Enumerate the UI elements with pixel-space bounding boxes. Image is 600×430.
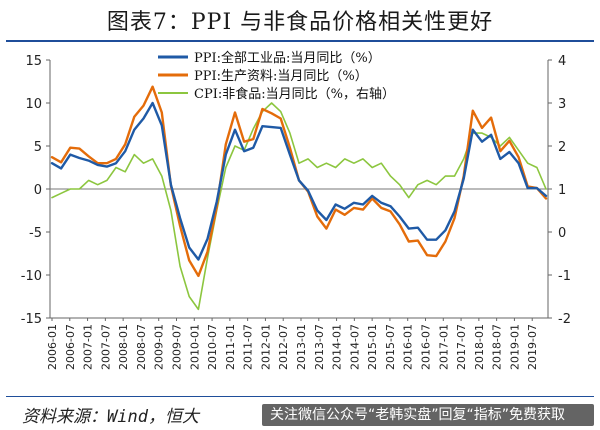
left-tick-label: 15 xyxy=(25,54,42,69)
series-layer xyxy=(50,85,548,311)
right-tick-label: 4 xyxy=(558,54,566,69)
legend-label-ppi-all: PPI:全部工业品:当月同比（%） xyxy=(194,50,381,66)
watermark-banner: 关注微信公众号“老韩实盘”回复“指标”免费获取 xyxy=(262,404,594,426)
x-tick-label: 2012-01 xyxy=(259,324,272,370)
x-tick-label: 2018-07 xyxy=(491,324,504,370)
left-tick-label: -10 xyxy=(21,269,42,284)
right-tick-label: 0 xyxy=(558,226,566,241)
x-tick-label: 2009-07 xyxy=(171,324,184,370)
x-tick-label: 2008-07 xyxy=(135,324,148,370)
x-tick-label: 2016-01 xyxy=(402,324,415,370)
left-tick-label: 5 xyxy=(34,140,42,155)
x-tick-label: 2015-01 xyxy=(366,324,379,370)
x-tick-label: 2017-01 xyxy=(437,324,450,370)
x-tick-label: 2015-07 xyxy=(384,324,397,370)
x-tick-label: 2010-01 xyxy=(188,324,201,370)
x-tick-label: 2007-01 xyxy=(82,324,95,370)
x-tick-label: 2011-07 xyxy=(242,324,255,370)
right-tick-label: 3 xyxy=(558,97,566,112)
x-tick-label: 2011-01 xyxy=(224,324,237,370)
legend-label-ppi-prod: PPI:生产资料:当月同比（%） xyxy=(194,69,368,84)
left-tick-label: -5 xyxy=(29,226,42,241)
x-tick-label: 2013-01 xyxy=(295,324,308,370)
right-tick-label: 2 xyxy=(558,140,566,155)
x-tick-label: 2019-01 xyxy=(508,324,521,370)
right-tick-label: -1 xyxy=(558,269,571,284)
x-tick-label: 2014-01 xyxy=(331,324,344,370)
x-tick-label: 2009-01 xyxy=(153,324,166,370)
x-tick-label: 2013-07 xyxy=(313,324,326,370)
x-tick-label: 2016-07 xyxy=(420,324,433,370)
right-tick-label: -2 xyxy=(558,312,571,327)
title-divider xyxy=(6,40,594,42)
x-tick-label: 2012-07 xyxy=(277,324,290,370)
series-line-cpi-nonfood xyxy=(51,102,547,311)
x-tick-label: 2006-01 xyxy=(46,324,59,370)
x-tick-label: 2008-01 xyxy=(117,324,130,370)
left-tick-label: 10 xyxy=(25,97,42,112)
x-tick-label: 2017-07 xyxy=(455,324,468,370)
legend: PPI:全部工业品:当月同比（%） PPI:生产资料:当月同比（%） CPI:非… xyxy=(158,50,395,102)
x-tick-label: 2006-07 xyxy=(64,324,77,370)
x-tick-label: 2019-07 xyxy=(526,324,539,370)
x-tick-label: 2014-07 xyxy=(348,324,361,370)
x-tick-label: 2007-07 xyxy=(99,324,112,370)
bottom-divider xyxy=(6,396,594,397)
left-tick-label: 0 xyxy=(34,183,42,198)
source-note: 资料来源：Wind，恒大 xyxy=(22,407,199,427)
series-line-ppi-all xyxy=(50,101,548,261)
legend-label-cpi-nonfood: CPI:非食品:当月同比（%，右轴） xyxy=(194,86,395,102)
x-tick-label: 2010-07 xyxy=(206,324,219,370)
left-tick-label: -15 xyxy=(21,312,42,327)
x-tick-label: 2018-01 xyxy=(473,324,486,370)
right-tick-label: 1 xyxy=(558,183,566,198)
chart-title: 图表7：PPI 与非食品价格相关性更好 xyxy=(106,10,494,35)
